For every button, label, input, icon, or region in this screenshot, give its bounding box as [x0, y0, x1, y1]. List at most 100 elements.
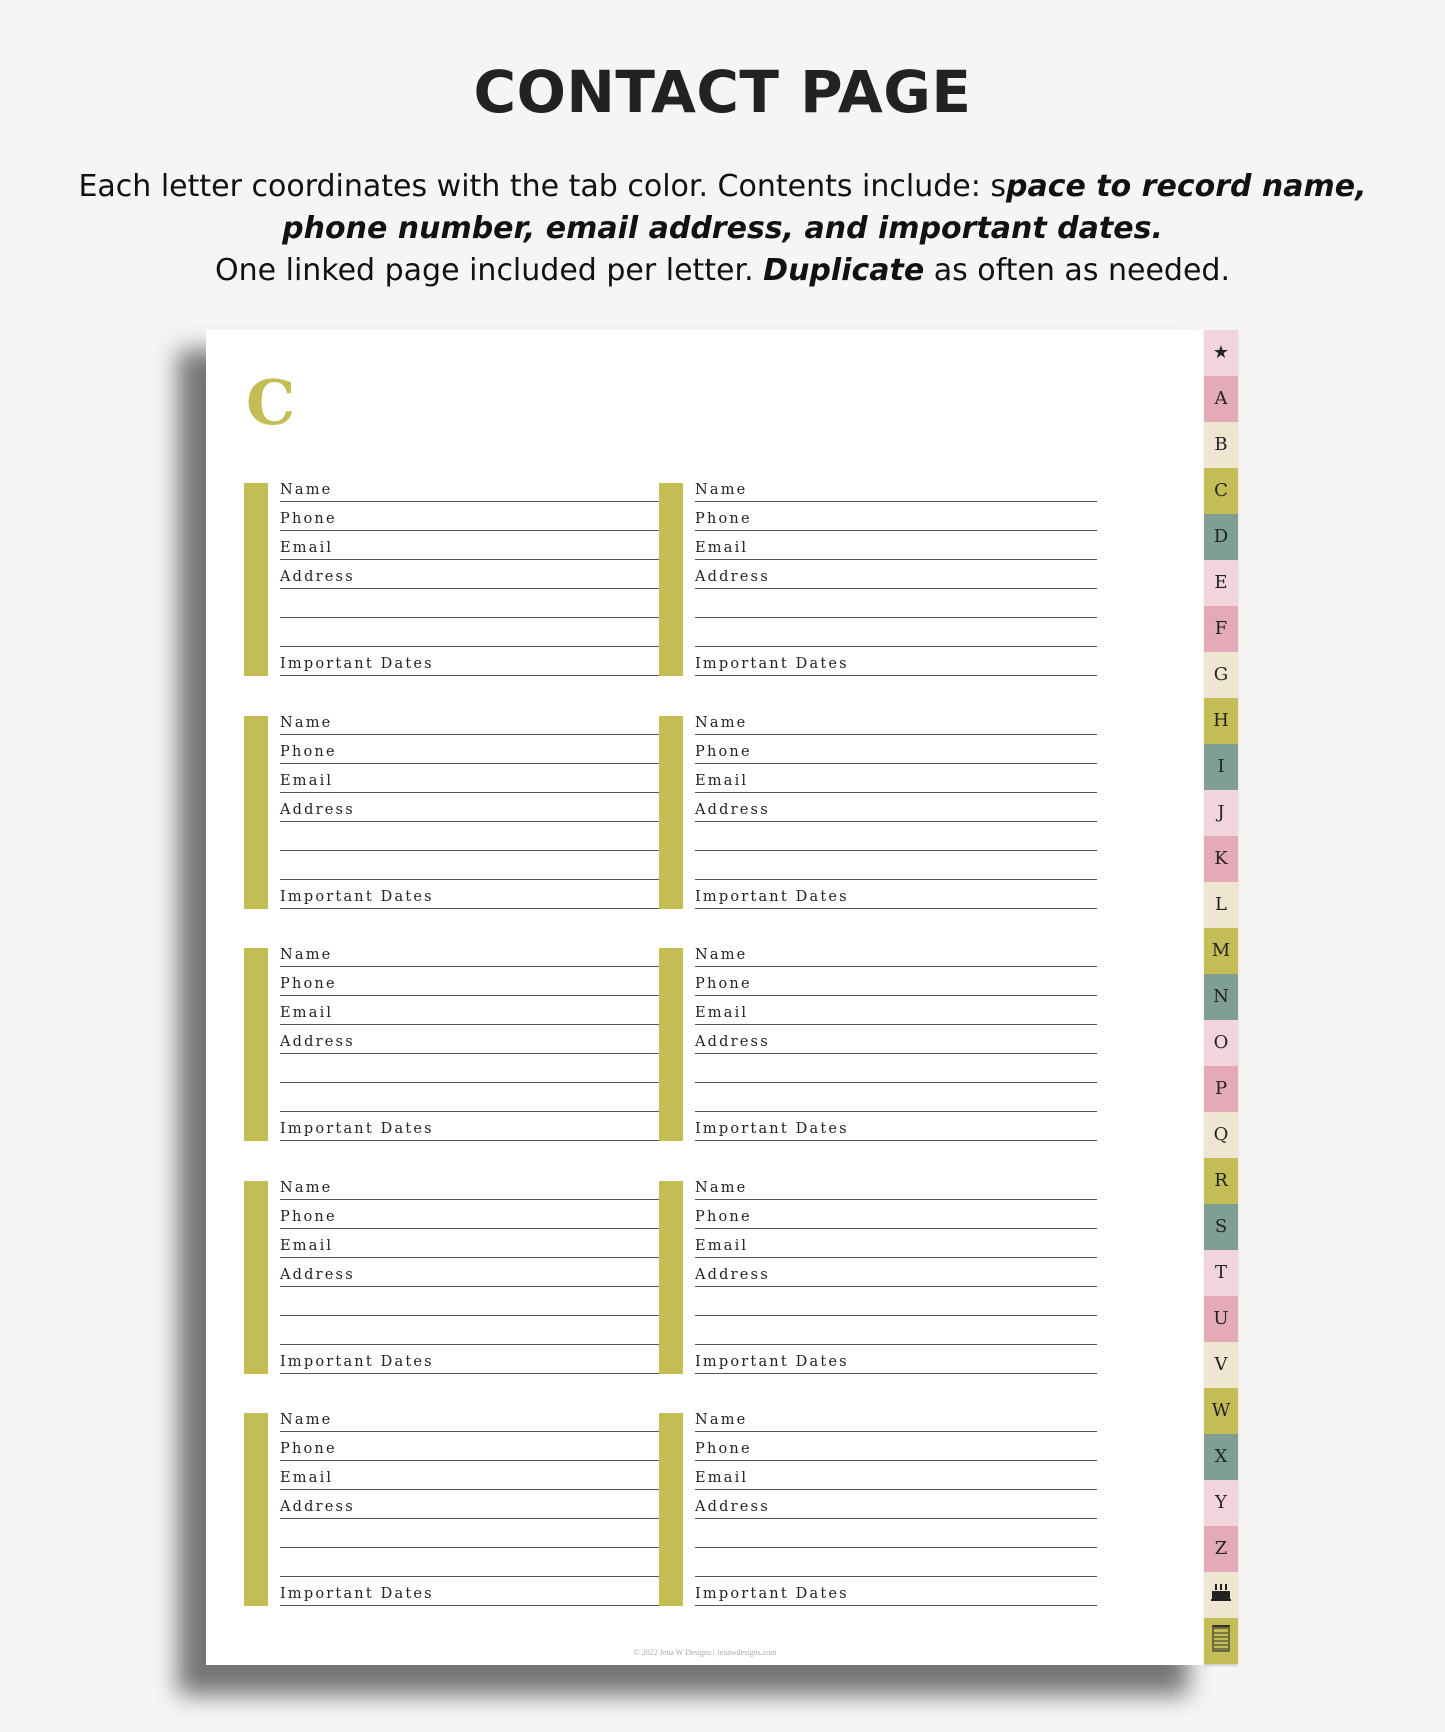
tab-g[interactable]: G: [1204, 652, 1238, 698]
field-line-address[interactable]: Address: [695, 560, 1097, 589]
field-line-address-continued[interactable]: [280, 851, 682, 880]
field-line-name[interactable]: Name: [280, 938, 682, 967]
tab-u[interactable]: U: [1204, 1296, 1238, 1342]
field-line-phone[interactable]: Phone: [695, 967, 1097, 996]
field-line-important-dates[interactable]: Important Dates: [280, 1112, 682, 1141]
field-line-address-continued[interactable]: [695, 1316, 1097, 1345]
field-line-name[interactable]: Name: [695, 1403, 1097, 1432]
field-line-name[interactable]: Name: [280, 1171, 682, 1200]
tab-z[interactable]: Z: [1204, 1526, 1238, 1572]
field-line-address-continued[interactable]: [280, 1316, 682, 1345]
tab-notebook[interactable]: [1204, 1618, 1238, 1664]
tab-b[interactable]: B: [1204, 422, 1238, 468]
field-line-email[interactable]: Email: [280, 531, 682, 560]
field-line-name[interactable]: Name: [695, 938, 1097, 967]
field-line-address[interactable]: Address: [280, 560, 682, 589]
field-line-address-continued[interactable]: [280, 1054, 682, 1083]
tab-s[interactable]: S: [1204, 1204, 1238, 1250]
tab-k[interactable]: K: [1204, 836, 1238, 882]
field-line-address-continued[interactable]: [695, 589, 1097, 618]
field-line-phone[interactable]: Phone: [280, 1432, 682, 1461]
field-line-address-continued[interactable]: [280, 589, 682, 618]
field-line-address[interactable]: Address: [280, 1490, 682, 1519]
field-line-address[interactable]: Address: [695, 1258, 1097, 1287]
field-line-phone[interactable]: Phone: [280, 967, 682, 996]
tab-l[interactable]: L: [1204, 882, 1238, 928]
field-line-address-continued[interactable]: [695, 822, 1097, 851]
field-line-phone[interactable]: Phone: [280, 735, 682, 764]
tab-a[interactable]: A: [1204, 376, 1238, 422]
field-line-important-dates[interactable]: Important Dates: [695, 880, 1097, 909]
field-line-address-continued[interactable]: [280, 1519, 682, 1548]
field-line-address-continued[interactable]: [280, 1083, 682, 1112]
field-line-name[interactable]: Name: [695, 473, 1097, 502]
field-line-phone[interactable]: Phone: [695, 735, 1097, 764]
tab-o[interactable]: O: [1204, 1020, 1238, 1066]
field-line-address-continued[interactable]: [695, 1519, 1097, 1548]
field-line-address-continued[interactable]: [280, 1287, 682, 1316]
tab-f[interactable]: F: [1204, 606, 1238, 652]
tab-n[interactable]: N: [1204, 974, 1238, 1020]
field-line-address-continued[interactable]: [695, 1287, 1097, 1316]
field-label: Email: [695, 1005, 749, 1021]
field-line-important-dates[interactable]: Important Dates: [695, 647, 1097, 676]
field-line-address-continued[interactable]: [695, 618, 1097, 647]
tab-e[interactable]: E: [1204, 560, 1238, 606]
field-line-important-dates[interactable]: Important Dates: [280, 880, 682, 909]
field-line-phone[interactable]: Phone: [695, 502, 1097, 531]
field-line-email[interactable]: Email: [280, 764, 682, 793]
field-line-name[interactable]: Name: [280, 473, 682, 502]
field-line-phone[interactable]: Phone: [280, 502, 682, 531]
tab-p[interactable]: P: [1204, 1066, 1238, 1112]
tab-birthday-cake[interactable]: [1204, 1572, 1238, 1618]
field-line-email[interactable]: Email: [280, 996, 682, 1025]
field-line-name[interactable]: Name: [280, 706, 682, 735]
field-line-address-continued[interactable]: [280, 822, 682, 851]
field-line-phone[interactable]: Phone: [695, 1200, 1097, 1229]
field-line-email[interactable]: Email: [280, 1229, 682, 1258]
field-line-address-continued[interactable]: [695, 1548, 1097, 1577]
field-line-address-continued[interactable]: [695, 851, 1097, 880]
field-line-name[interactable]: Name: [280, 1403, 682, 1432]
field-line-email[interactable]: Email: [695, 531, 1097, 560]
field-line-address[interactable]: Address: [695, 1025, 1097, 1054]
field-line-address-continued[interactable]: [280, 1548, 682, 1577]
field-line-address[interactable]: Address: [695, 1490, 1097, 1519]
field-line-email[interactable]: Email: [695, 764, 1097, 793]
field-line-email[interactable]: Email: [280, 1461, 682, 1490]
field-line-email[interactable]: Email: [695, 996, 1097, 1025]
field-line-address-continued[interactable]: [695, 1083, 1097, 1112]
tab-v[interactable]: V: [1204, 1342, 1238, 1388]
field-line-name[interactable]: Name: [695, 706, 1097, 735]
field-line-important-dates[interactable]: Important Dates: [695, 1345, 1097, 1374]
field-line-phone[interactable]: Phone: [695, 1432, 1097, 1461]
tab-i[interactable]: I: [1204, 744, 1238, 790]
field-line-important-dates[interactable]: Important Dates: [695, 1112, 1097, 1141]
field-line-important-dates[interactable]: Important Dates: [280, 647, 682, 676]
tab-q[interactable]: Q: [1204, 1112, 1238, 1158]
tab-j[interactable]: J: [1204, 790, 1238, 836]
field-line-important-dates[interactable]: Important Dates: [695, 1577, 1097, 1606]
tab-w[interactable]: W: [1204, 1388, 1238, 1434]
field-line-address[interactable]: Address: [695, 793, 1097, 822]
tab-h[interactable]: H: [1204, 698, 1238, 744]
tab-d[interactable]: D: [1204, 514, 1238, 560]
field-line-address[interactable]: Address: [280, 1258, 682, 1287]
field-line-email[interactable]: Email: [695, 1461, 1097, 1490]
field-line-name[interactable]: Name: [695, 1171, 1097, 1200]
tab-c[interactable]: C: [1204, 468, 1238, 514]
tab-r[interactable]: R: [1204, 1158, 1238, 1204]
field-line-important-dates[interactable]: Important Dates: [280, 1577, 682, 1606]
tab-t[interactable]: T: [1204, 1250, 1238, 1296]
field-line-address[interactable]: Address: [280, 793, 682, 822]
tab-star[interactable]: ★: [1204, 330, 1238, 376]
tab-x[interactable]: X: [1204, 1434, 1238, 1480]
field-line-address-continued[interactable]: [280, 618, 682, 647]
field-line-important-dates[interactable]: Important Dates: [280, 1345, 682, 1374]
field-line-phone[interactable]: Phone: [280, 1200, 682, 1229]
field-line-email[interactable]: Email: [695, 1229, 1097, 1258]
field-line-address[interactable]: Address: [280, 1025, 682, 1054]
tab-y[interactable]: Y: [1204, 1480, 1238, 1526]
field-line-address-continued[interactable]: [695, 1054, 1097, 1083]
tab-m[interactable]: M: [1204, 928, 1238, 974]
